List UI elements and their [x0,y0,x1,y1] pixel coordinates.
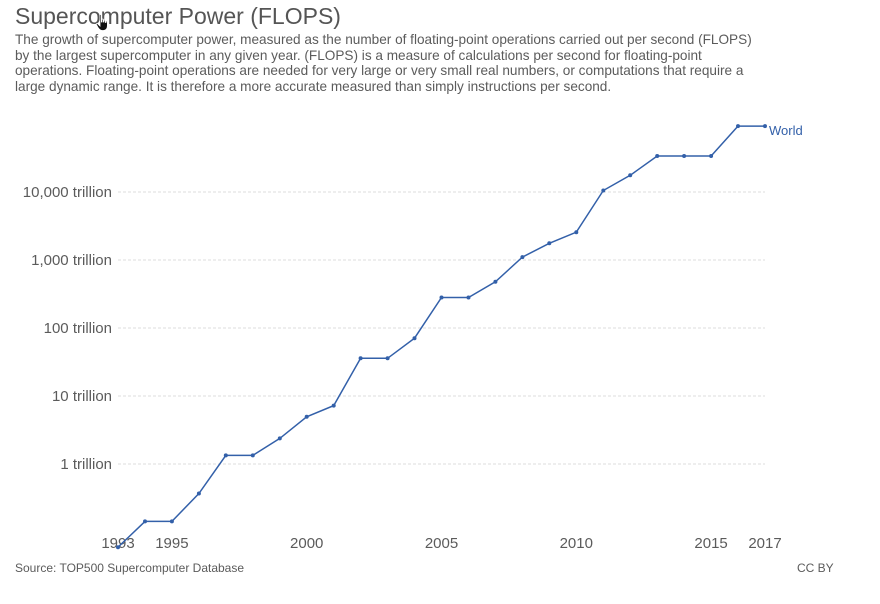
chart-subtitle: The growth of supercomputer power, measu… [15,32,752,95]
data-point [169,519,174,524]
hand-pointer-icon [95,14,108,31]
data-point [143,519,147,524]
x-tick-label: 2010 [560,535,593,552]
data-point [655,154,660,158]
data-point [547,241,552,246]
y-tick-label: 10,000 trillion [23,184,112,201]
series-layer: World [116,123,803,550]
data-point [682,154,687,158]
data-point [601,188,606,193]
data-point [277,436,282,441]
y-axis-ticks: 1 trillion 10 trillion 100 trillion 1,000 t… [23,184,112,473]
y-tick-label: 100 trillion [44,320,112,337]
y-tick-label: 1,000 trillion [31,252,112,269]
data-point [412,336,417,341]
x-tick-label: 2000 [290,535,323,552]
x-tick-label: 2017 [748,535,781,552]
data-point [628,173,633,178]
x-axis-ticks: 1993 1995 2000 2005 2010 2015 2017 [101,535,781,552]
data-point [574,230,579,235]
source-note[interactable]: Source: TOP500 Supercomputer Database [15,561,245,575]
data-point [439,295,444,300]
data-point [493,279,498,284]
data-point [223,453,228,458]
data-point [709,154,714,158]
data-point [304,414,309,419]
data-point [520,255,525,260]
data-point [196,491,201,496]
x-tick-label: 1993 [101,535,134,552]
grid-lines [118,191,765,465]
series-label: World [769,123,803,138]
data-point [331,403,336,408]
x-tick-label: 2015 [694,535,727,552]
data-point [763,124,767,129]
data-point [250,453,255,458]
y-tick-label: 1 trillion [60,456,112,473]
x-tick-label: 1995 [155,535,188,552]
data-point [736,124,740,129]
data-point [466,295,471,300]
data-point [358,356,363,361]
chart-title: Supercomputer Power (FLOPS) [15,3,341,29]
data-point [116,545,120,550]
data-point [385,356,390,361]
y-tick-label: 10 trillion [52,388,112,405]
series-line [117,125,765,548]
x-tick-label: 2005 [425,535,458,552]
license-link[interactable]: CC BY [797,561,834,575]
